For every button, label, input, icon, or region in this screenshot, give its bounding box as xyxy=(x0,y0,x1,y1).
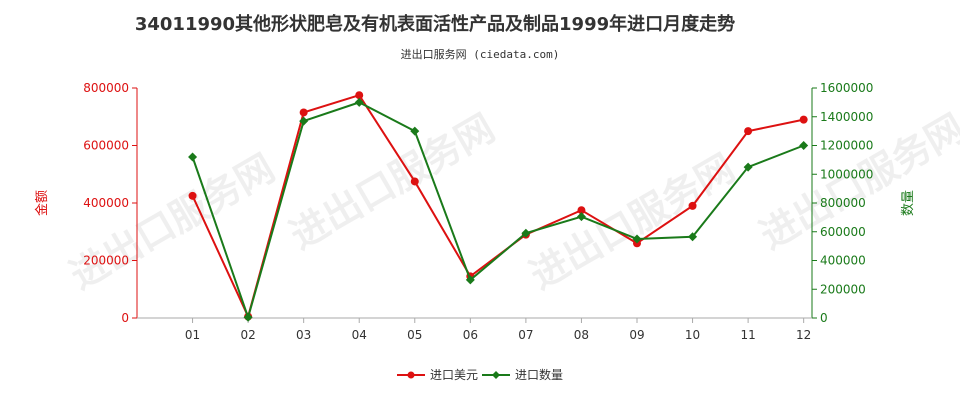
x-axis-tick-label: 08 xyxy=(574,328,589,342)
data-point-import-usd[interactable] xyxy=(355,91,364,100)
series-line-import-usd xyxy=(191,94,804,320)
watermark-text: 进出口服务网 xyxy=(283,106,502,258)
data-point-import-qty[interactable] xyxy=(688,232,698,242)
y-axis-right-tick-label: 1600000 xyxy=(820,81,873,95)
legend-marker-import-usd xyxy=(407,371,415,379)
x-axis-tick-label: 05 xyxy=(407,328,422,342)
data-point-import-qty[interactable] xyxy=(354,97,364,107)
legend-label-import-qty: 进口数量 xyxy=(515,367,563,382)
y-axis-right-tick-label: 1200000 xyxy=(820,139,873,153)
data-point-import-qty[interactable] xyxy=(299,116,309,126)
x-axis-tick-label: 07 xyxy=(518,328,533,342)
data-point-import-usd[interactable] xyxy=(188,191,197,200)
data-point-import-qty[interactable] xyxy=(465,275,475,285)
legend-item-import-qty[interactable]: 进口数量 xyxy=(482,367,563,382)
data-point-import-usd[interactable] xyxy=(577,206,586,215)
y-axis-left-tick-label: 400000 xyxy=(83,196,129,210)
y-axis-left-tick-label: 600000 xyxy=(83,139,129,153)
data-point-import-usd[interactable] xyxy=(299,108,308,117)
data-point-import-qty[interactable] xyxy=(799,141,809,150)
data-point-import-usd[interactable] xyxy=(744,127,753,136)
x-axis-tick-label: 12 xyxy=(796,328,811,342)
y-axis-right-tick-label: 0 xyxy=(820,311,828,325)
data-point-import-qty[interactable] xyxy=(743,162,753,172)
y-axis-right-tick-label: 400000 xyxy=(820,254,866,268)
y-axis-left-tick-label: 200000 xyxy=(83,254,129,268)
legend: 进口美元 进口数量 xyxy=(397,367,563,382)
y-axis-right-tick-label: 1400000 xyxy=(820,110,873,124)
series-layer xyxy=(188,91,809,322)
x-axis-tick-label: 03 xyxy=(296,328,311,342)
y-axis-left-tick-label: 800000 xyxy=(83,81,129,95)
x-axis-tick-label: 01 xyxy=(185,328,200,342)
chart-subtitle: 进出口服务网 (ciedata.com) xyxy=(401,47,560,61)
chart-title: 34011990其他形状肥皂及有机表面活性产品及制品1999年进口月度走势 xyxy=(135,13,735,35)
data-point-import-usd[interactable] xyxy=(410,177,419,186)
y-axis-right-tick-label: 200000 xyxy=(820,282,866,296)
x-axis-tick-label: 10 xyxy=(685,328,700,342)
x-axis-tick-label: 11 xyxy=(740,328,755,342)
data-point-import-qty[interactable] xyxy=(521,228,531,238)
legend-label-import-usd: 进口美元 xyxy=(430,368,478,382)
y-axis-right-tick-label: 600000 xyxy=(820,225,866,239)
data-point-import-qty[interactable] xyxy=(243,312,253,322)
x-axis-tick-label: 06 xyxy=(463,328,478,342)
legend-item-import-usd[interactable]: 进口美元 xyxy=(397,368,478,382)
data-point-import-usd[interactable] xyxy=(688,201,697,210)
data-point-import-qty[interactable] xyxy=(410,126,420,136)
data-point-import-qty[interactable] xyxy=(632,234,642,244)
legend-marker-import-qty xyxy=(492,371,500,379)
y-axis-left-tick-label: 0 xyxy=(121,311,129,325)
watermark-text: 进出口服务网 xyxy=(63,146,282,298)
y-axis-right-tick-label: 800000 xyxy=(820,196,866,210)
x-axis-tick-label: 04 xyxy=(352,328,367,342)
data-point-import-qty[interactable] xyxy=(188,152,198,162)
x-axis-tick-label: 02 xyxy=(240,328,255,342)
y-axis-right-tick-label: 1000000 xyxy=(820,167,873,181)
y-axis-right-title: 数量 xyxy=(901,190,916,216)
x-axis-tick-label: 09 xyxy=(629,328,644,342)
y-axis-left-title: 金额 xyxy=(34,190,50,216)
data-point-import-usd[interactable] xyxy=(799,115,808,124)
series-line-import-qty xyxy=(191,101,805,321)
axes: 0 200000 400000 600000 800000 0 200000 400000 60… xyxy=(83,81,873,342)
data-point-import-qty[interactable] xyxy=(576,212,586,222)
